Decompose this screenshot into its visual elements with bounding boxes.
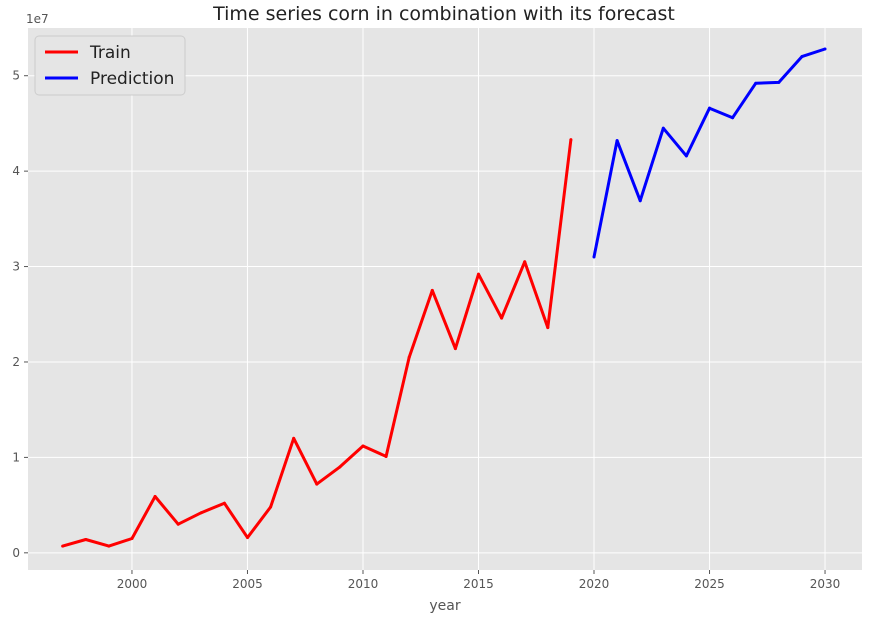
data-point-prediction	[684, 154, 688, 158]
data-point-train	[61, 544, 65, 548]
data-point-train	[523, 260, 527, 264]
legend-label-train: Train	[89, 43, 131, 63]
x-axis-ticks: 2000 2005 2010 2015 2020 2025 2030	[117, 570, 841, 591]
y-tick-label: 2	[12, 355, 20, 369]
plot-area	[28, 28, 862, 570]
data-point-train	[476, 272, 480, 276]
y-tick-label: 4	[12, 164, 20, 178]
x-tick-label: 2020	[579, 577, 610, 591]
x-tick-label: 2025	[694, 577, 725, 591]
data-point-train	[338, 465, 342, 469]
data-point-train	[84, 537, 88, 541]
y-axis-ticks: 0 1 2 3 4 5	[12, 69, 28, 560]
x-tick-label: 2015	[463, 577, 494, 591]
data-point-prediction	[661, 126, 665, 130]
data-point-train	[176, 522, 180, 526]
data-point-prediction	[708, 106, 712, 110]
data-point-train	[430, 288, 434, 292]
data-point-train	[222, 501, 226, 505]
data-point-train	[245, 536, 249, 540]
data-point-train	[453, 347, 457, 351]
data-point-prediction	[638, 199, 642, 203]
data-point-train	[546, 326, 550, 330]
data-point-train	[384, 454, 388, 458]
data-point-train	[130, 537, 134, 541]
x-tick-label: 2010	[348, 577, 379, 591]
x-axis-label: year	[429, 598, 460, 614]
y-scale-label: 1e7	[26, 12, 49, 26]
data-point-train	[500, 316, 504, 320]
data-point-prediction	[823, 47, 827, 51]
data-point-train	[292, 436, 296, 440]
y-tick-label: 5	[12, 69, 20, 83]
chart-title: Time series corn in combination with its…	[212, 3, 675, 25]
data-point-train	[407, 355, 411, 359]
data-point-prediction	[800, 55, 804, 59]
y-tick-label: 1	[12, 450, 20, 464]
grid-lines	[28, 28, 862, 570]
y-tick-label: 3	[12, 260, 20, 274]
data-point-prediction	[592, 255, 596, 259]
data-point-train	[361, 444, 365, 448]
legend-label-prediction: Prediction	[90, 69, 174, 89]
x-tick-label: 2005	[232, 577, 263, 591]
x-tick-label: 2030	[810, 577, 841, 591]
x-tick-label: 2000	[117, 577, 148, 591]
data-point-train	[199, 511, 203, 515]
data-point-prediction	[615, 139, 619, 143]
y-tick-label: 0	[12, 546, 20, 560]
data-point-train	[107, 544, 111, 548]
data-point-train	[315, 482, 319, 486]
data-point-train	[269, 505, 273, 509]
data-point-prediction	[754, 81, 758, 85]
data-point-train	[569, 138, 573, 142]
data-point-train	[153, 495, 157, 499]
data-point-prediction	[777, 80, 781, 84]
data-point-prediction	[731, 116, 735, 120]
series-layer	[61, 47, 827, 548]
legend: Train Prediction	[34, 35, 186, 96]
